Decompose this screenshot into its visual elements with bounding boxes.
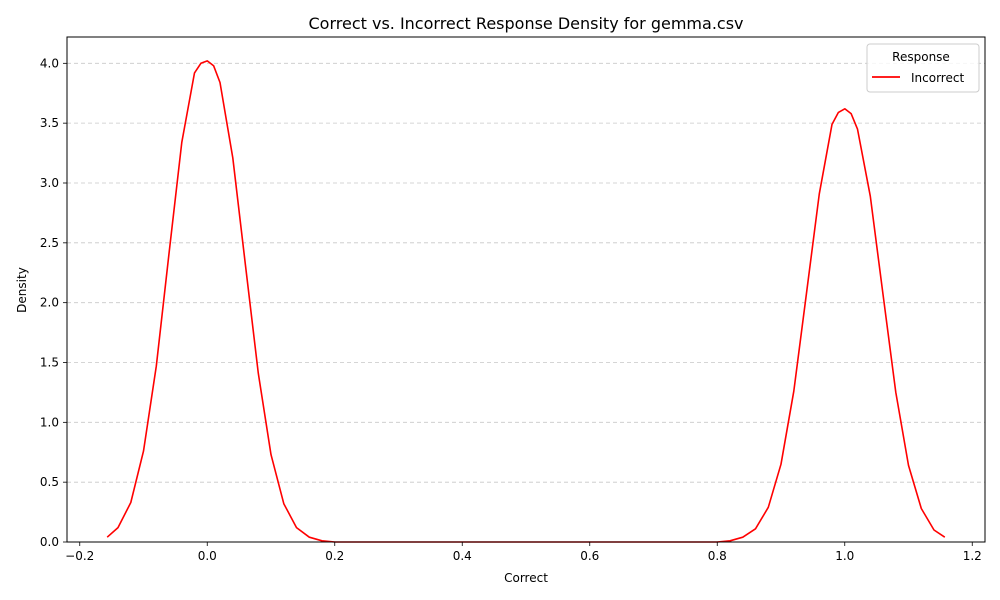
y-tick-label: 4.0 [40,56,59,70]
x-tick-label: 1.0 [835,549,854,563]
x-tick-label: 0.2 [325,549,344,563]
legend-label-incorrect: Incorrect [911,71,964,85]
y-tick-label: 2.5 [40,236,59,250]
y-tick-label: 3.0 [40,176,59,190]
legend-box [866,43,980,93]
x-axis-ticks: −0.2 0.0 0.2 0.4 0.6 0.8 1.0 1.2 [65,542,982,563]
y-tick-label: 1.0 [40,415,59,429]
y-tick-label: 0.5 [40,475,59,489]
x-tick-label: 0.8 [708,549,727,563]
x-tick-label: 0.0 [198,549,217,563]
y-axis-title: Density [15,267,29,313]
legend: Response Incorrect [866,43,980,93]
y-tick-label: 2.0 [40,296,59,310]
x-tick-label: −0.2 [65,549,94,563]
x-tick-label: 0.6 [580,549,599,563]
y-tick-label: 1.5 [40,355,59,369]
plot-frame [66,36,986,543]
y-axis-ticks: 0.0 0.5 1.0 1.5 2.0 2.5 3.0 3.5 4.0 [40,56,67,549]
x-tick-label: 0.4 [453,549,472,563]
legend-title: Response [892,50,950,64]
chart-title: Correct vs. Incorrect Response Density f… [308,14,743,33]
x-axis-title: Correct [504,571,548,585]
x-tick-label: 1.2 [963,549,982,563]
y-tick-label: 0.0 [40,535,59,549]
y-tick-label: 3.5 [40,116,59,130]
